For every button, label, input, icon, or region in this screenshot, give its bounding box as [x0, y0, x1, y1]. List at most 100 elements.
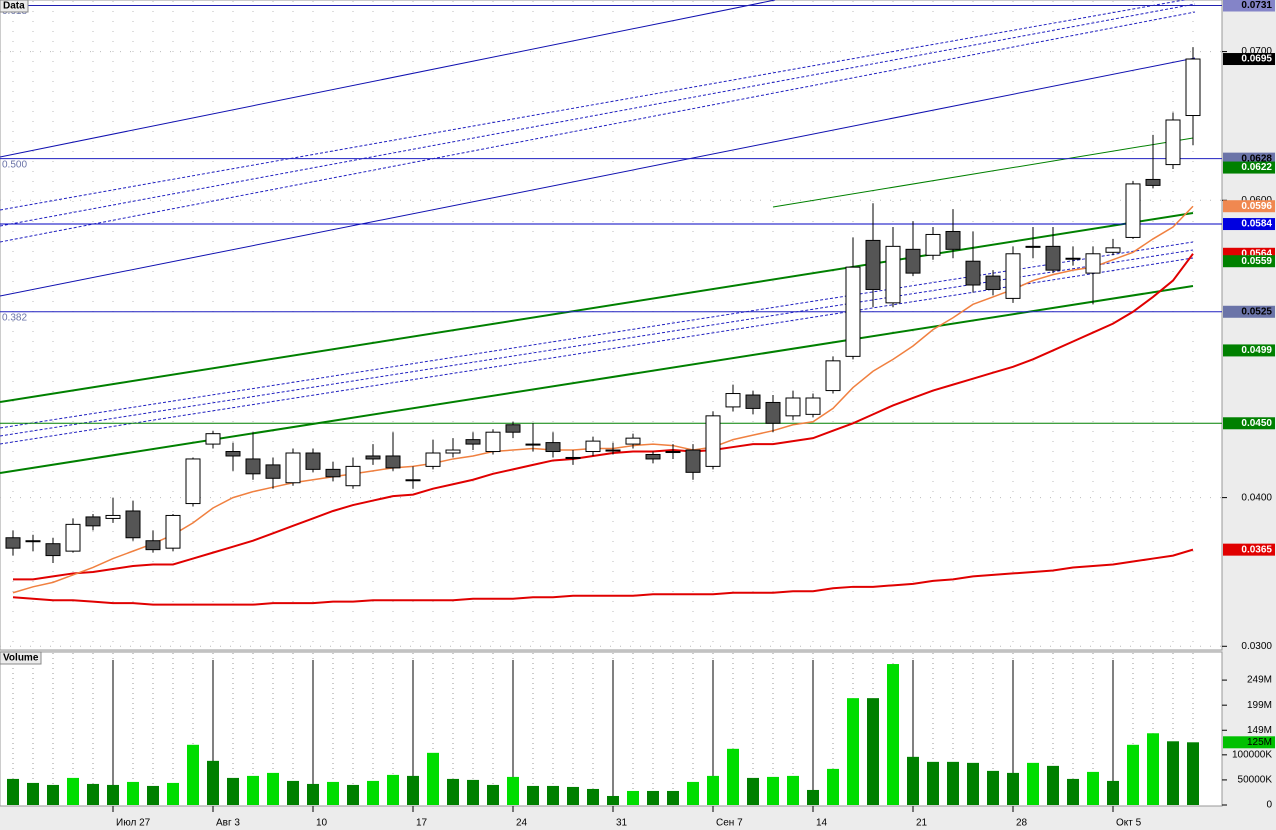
volume-bar	[287, 780, 299, 805]
trend-line	[0, 11, 1196, 243]
candle-body	[745, 394, 761, 409]
x-tick-label: Июл 27	[116, 818, 151, 829]
candle-body	[465, 439, 481, 445]
volume-bar	[387, 774, 399, 805]
candle-body	[305, 452, 321, 470]
candle-body	[65, 523, 81, 552]
trend-line	[0, 0, 776, 158]
volume-label: 125M	[1247, 737, 1272, 748]
trend-line	[0, 212, 1194, 403]
volume-bar	[207, 760, 219, 805]
volume-bar	[847, 698, 859, 805]
candle-body	[1125, 183, 1141, 238]
volume-bar	[927, 761, 939, 805]
volume-bar	[467, 779, 479, 805]
price-label-box	[1223, 417, 1275, 430]
volume-bar	[1027, 762, 1039, 805]
volume-bar	[1167, 741, 1179, 805]
x-tick-label: 24	[516, 818, 528, 829]
price-label: 0.0695	[1241, 54, 1272, 65]
volume-bar	[187, 744, 199, 805]
x-tick-label: 14	[816, 818, 828, 829]
x-tick-label: 31	[616, 818, 628, 829]
y-tick-label: 249M	[1247, 675, 1272, 686]
candle-body	[585, 440, 601, 453]
axis: Июл 27 Авг 3 10 17 24 31 Сен 7 14 21 28 Окт 5 0.030…	[112, 0, 1275, 829]
candle-body	[785, 397, 801, 417]
candle-body	[1105, 247, 1121, 253]
volume-bar	[587, 788, 599, 805]
price-label: 0.0450	[1241, 418, 1272, 429]
candle-body	[965, 260, 981, 286]
volume-bar	[987, 770, 999, 805]
volume-bar	[87, 783, 99, 805]
volume-bar	[27, 782, 39, 805]
candle-body	[425, 452, 441, 467]
volume-bar	[427, 752, 439, 805]
volume-bar	[487, 784, 499, 805]
price-label-box	[1223, 53, 1275, 66]
trend-line	[772, 137, 1194, 208]
volume-bar	[227, 777, 239, 805]
candle-body	[85, 516, 101, 527]
volume-bar	[1067, 778, 1079, 805]
volume-bar	[687, 781, 699, 805]
title-box	[0, 0, 29, 13]
volume-bar	[247, 775, 259, 805]
volume-bar	[787, 775, 799, 805]
volume-bar	[447, 778, 459, 805]
candle-body	[1085, 253, 1101, 274]
volume-bar	[267, 772, 279, 805]
chart-title: Data	[3, 1, 25, 12]
candle-body	[1065, 257, 1081, 260]
moving-average	[12, 205, 1194, 594]
candle-body	[1025, 245, 1041, 248]
volume-bar	[67, 777, 79, 805]
volume-bar	[307, 783, 319, 805]
price-label: 0.0731	[1241, 0, 1272, 11]
fib-label: 0.382	[2, 312, 27, 323]
volume-bar	[1147, 733, 1159, 805]
candle-body	[365, 455, 381, 460]
volume-bar	[1187, 742, 1199, 805]
y-tick-label: 0.0700	[1241, 46, 1272, 57]
price-label: 0.0628	[1241, 153, 1272, 164]
candle-body	[605, 449, 621, 452]
volume-bar	[167, 782, 179, 805]
x-tick-label: Окт 5	[1116, 818, 1142, 829]
candle-body	[625, 437, 641, 445]
price-label: 0.0525	[1241, 306, 1272, 317]
x-tick-label: 10	[316, 818, 328, 829]
volume-bar	[707, 775, 719, 805]
price-label: 0.0596	[1241, 201, 1272, 212]
candle-body	[1185, 58, 1201, 117]
candle-body	[185, 458, 201, 505]
trend-line	[0, 0, 1187, 211]
volume-bar	[47, 784, 59, 805]
candle-body	[685, 449, 701, 473]
price-label: 0.0559	[1241, 256, 1272, 267]
candle-body	[925, 233, 941, 256]
volume-bar	[767, 776, 779, 805]
y-tick-label: 0	[1266, 800, 1272, 811]
trend-lines	[0, 0, 1196, 474]
candle-body	[245, 458, 261, 475]
candle-body	[225, 451, 241, 457]
price-label-box	[1223, 344, 1275, 357]
volume-label-box	[1223, 736, 1275, 749]
y-tick-label: 0.0300	[1241, 641, 1272, 652]
volume-bar	[967, 762, 979, 805]
price-label-box	[1223, 161, 1275, 174]
volume-bar	[7, 778, 19, 805]
candle-body	[705, 415, 721, 467]
volume-bar	[567, 786, 579, 805]
y-tick-label: 199M	[1247, 700, 1272, 711]
volumes	[7, 664, 1199, 805]
candle-body	[445, 449, 461, 454]
x-tick-label: 28	[1016, 818, 1028, 829]
volume-bar	[747, 777, 759, 805]
candle-body	[565, 456, 581, 459]
x-tick-label: Сен 7	[716, 818, 743, 829]
fib-label: 0.500	[2, 159, 27, 170]
